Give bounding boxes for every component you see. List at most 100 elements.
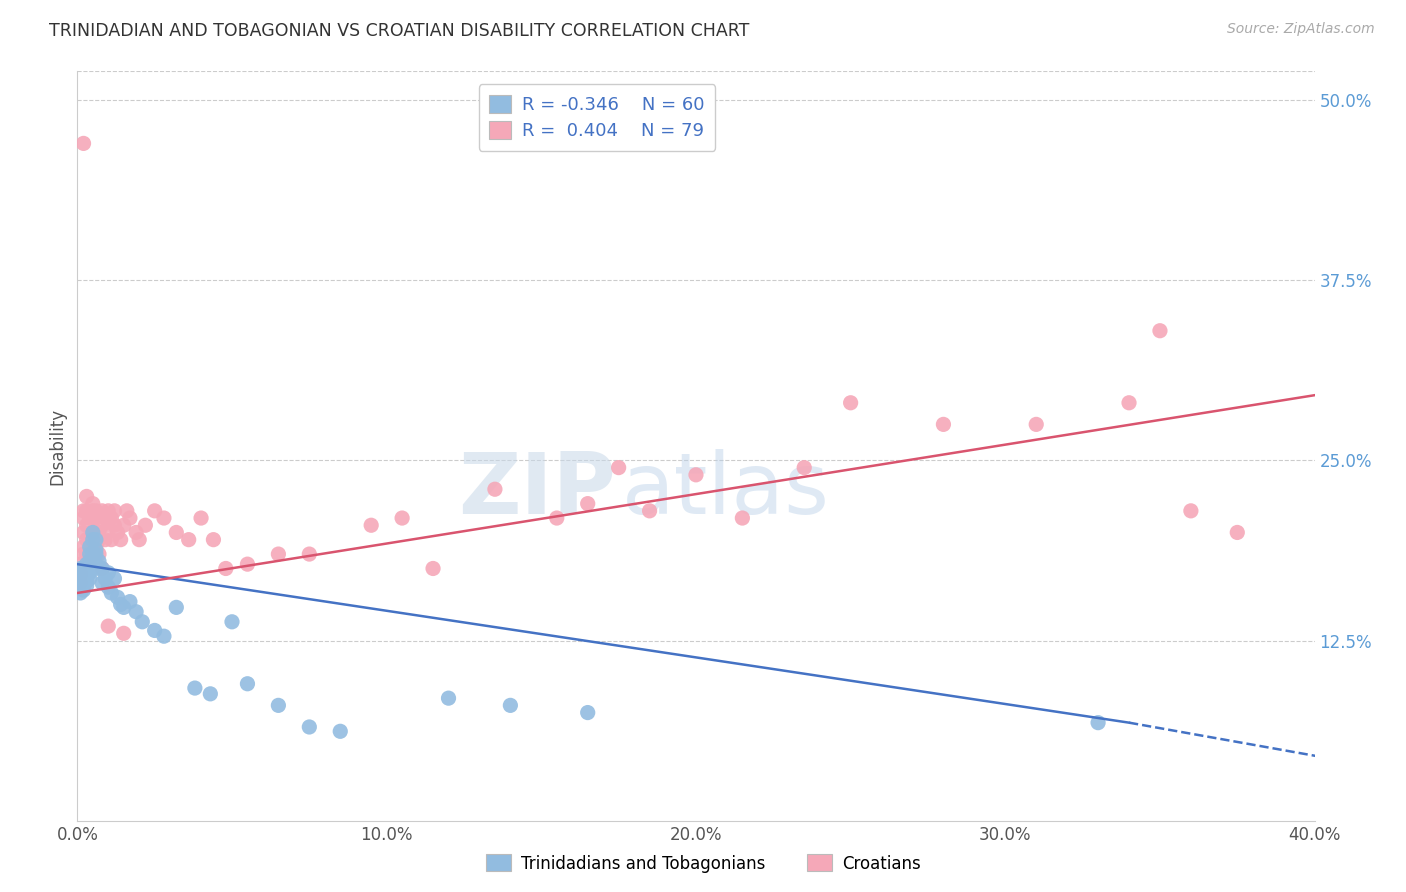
Legend: R = -0.346    N = 60, R =  0.404    N = 79: R = -0.346 N = 60, R = 0.404 N = 79 xyxy=(478,84,716,151)
Point xyxy=(100,511,122,525)
Point xyxy=(76,490,98,504)
Point xyxy=(84,542,107,557)
Point xyxy=(91,575,114,590)
Point xyxy=(267,698,290,713)
Point xyxy=(69,568,91,582)
Point xyxy=(91,518,114,533)
Point xyxy=(87,533,110,547)
Point xyxy=(103,504,125,518)
Point xyxy=(112,626,135,640)
Point xyxy=(94,533,117,547)
Text: TRINIDADIAN AND TOBAGONIAN VS CROATIAN DISABILITY CORRELATION CHART: TRINIDADIAN AND TOBAGONIAN VS CROATIAN D… xyxy=(49,22,749,40)
Point xyxy=(72,583,94,598)
Y-axis label: Disability: Disability xyxy=(48,408,66,484)
Point xyxy=(143,504,166,518)
Point xyxy=(153,511,176,525)
Point xyxy=(69,575,91,590)
Point xyxy=(79,533,101,547)
Point xyxy=(422,561,444,575)
Text: atlas: atlas xyxy=(621,450,830,533)
Point xyxy=(685,467,707,482)
Point xyxy=(82,561,104,575)
Point xyxy=(76,518,98,533)
Point xyxy=(97,504,120,518)
Point xyxy=(236,677,259,691)
Point xyxy=(110,598,132,612)
Point xyxy=(87,554,110,568)
Point xyxy=(165,525,187,540)
Point xyxy=(79,511,101,525)
Point xyxy=(72,525,94,540)
Point xyxy=(72,136,94,151)
Point xyxy=(165,600,187,615)
Point xyxy=(221,615,243,629)
Point xyxy=(87,525,110,540)
Point xyxy=(69,561,91,575)
Point xyxy=(69,579,91,593)
Point xyxy=(79,540,101,554)
Point xyxy=(125,525,148,540)
Point xyxy=(76,504,98,518)
Point xyxy=(638,504,661,518)
Point xyxy=(298,720,321,734)
Point xyxy=(267,547,290,561)
Point xyxy=(72,547,94,561)
Point xyxy=(100,533,122,547)
Point xyxy=(91,504,114,518)
Point xyxy=(107,525,129,540)
Point xyxy=(82,525,104,540)
Point xyxy=(84,504,107,518)
Point xyxy=(79,554,101,568)
Point xyxy=(1149,324,1171,338)
Point xyxy=(72,568,94,582)
Point xyxy=(143,624,166,638)
Point xyxy=(87,547,110,561)
Point xyxy=(69,586,91,600)
Point xyxy=(79,572,101,586)
Point xyxy=(112,600,135,615)
Point xyxy=(215,561,238,575)
Point xyxy=(118,594,141,608)
Point xyxy=(112,518,135,533)
Point xyxy=(84,540,107,554)
Point xyxy=(793,460,815,475)
Text: Source: ZipAtlas.com: Source: ZipAtlas.com xyxy=(1227,22,1375,37)
Point xyxy=(1180,504,1202,518)
Point xyxy=(131,615,153,629)
Point xyxy=(82,533,104,547)
Point xyxy=(298,547,321,561)
Point xyxy=(607,460,630,475)
Point xyxy=(91,561,114,575)
Point xyxy=(128,533,150,547)
Point xyxy=(69,575,91,590)
Point xyxy=(69,566,91,580)
Point xyxy=(94,511,117,525)
Point xyxy=(499,698,522,713)
Point xyxy=(1118,396,1140,410)
Point xyxy=(731,511,754,525)
Point xyxy=(79,554,101,568)
Point xyxy=(87,561,110,575)
Point xyxy=(76,579,98,593)
Point xyxy=(76,547,98,561)
Point xyxy=(72,540,94,554)
Point xyxy=(110,533,132,547)
Point xyxy=(97,566,120,580)
Point xyxy=(84,533,107,547)
Point xyxy=(72,504,94,518)
Point xyxy=(576,706,599,720)
Point xyxy=(94,572,117,586)
Point xyxy=(118,511,141,525)
Point xyxy=(932,417,955,432)
Point xyxy=(360,518,382,533)
Point xyxy=(1087,715,1109,730)
Point xyxy=(97,580,120,594)
Point xyxy=(97,619,120,633)
Point xyxy=(82,497,104,511)
Point xyxy=(236,557,259,571)
Point xyxy=(72,561,94,575)
Point xyxy=(72,511,94,525)
Point xyxy=(200,687,222,701)
Point xyxy=(69,572,91,586)
Point xyxy=(1025,417,1047,432)
